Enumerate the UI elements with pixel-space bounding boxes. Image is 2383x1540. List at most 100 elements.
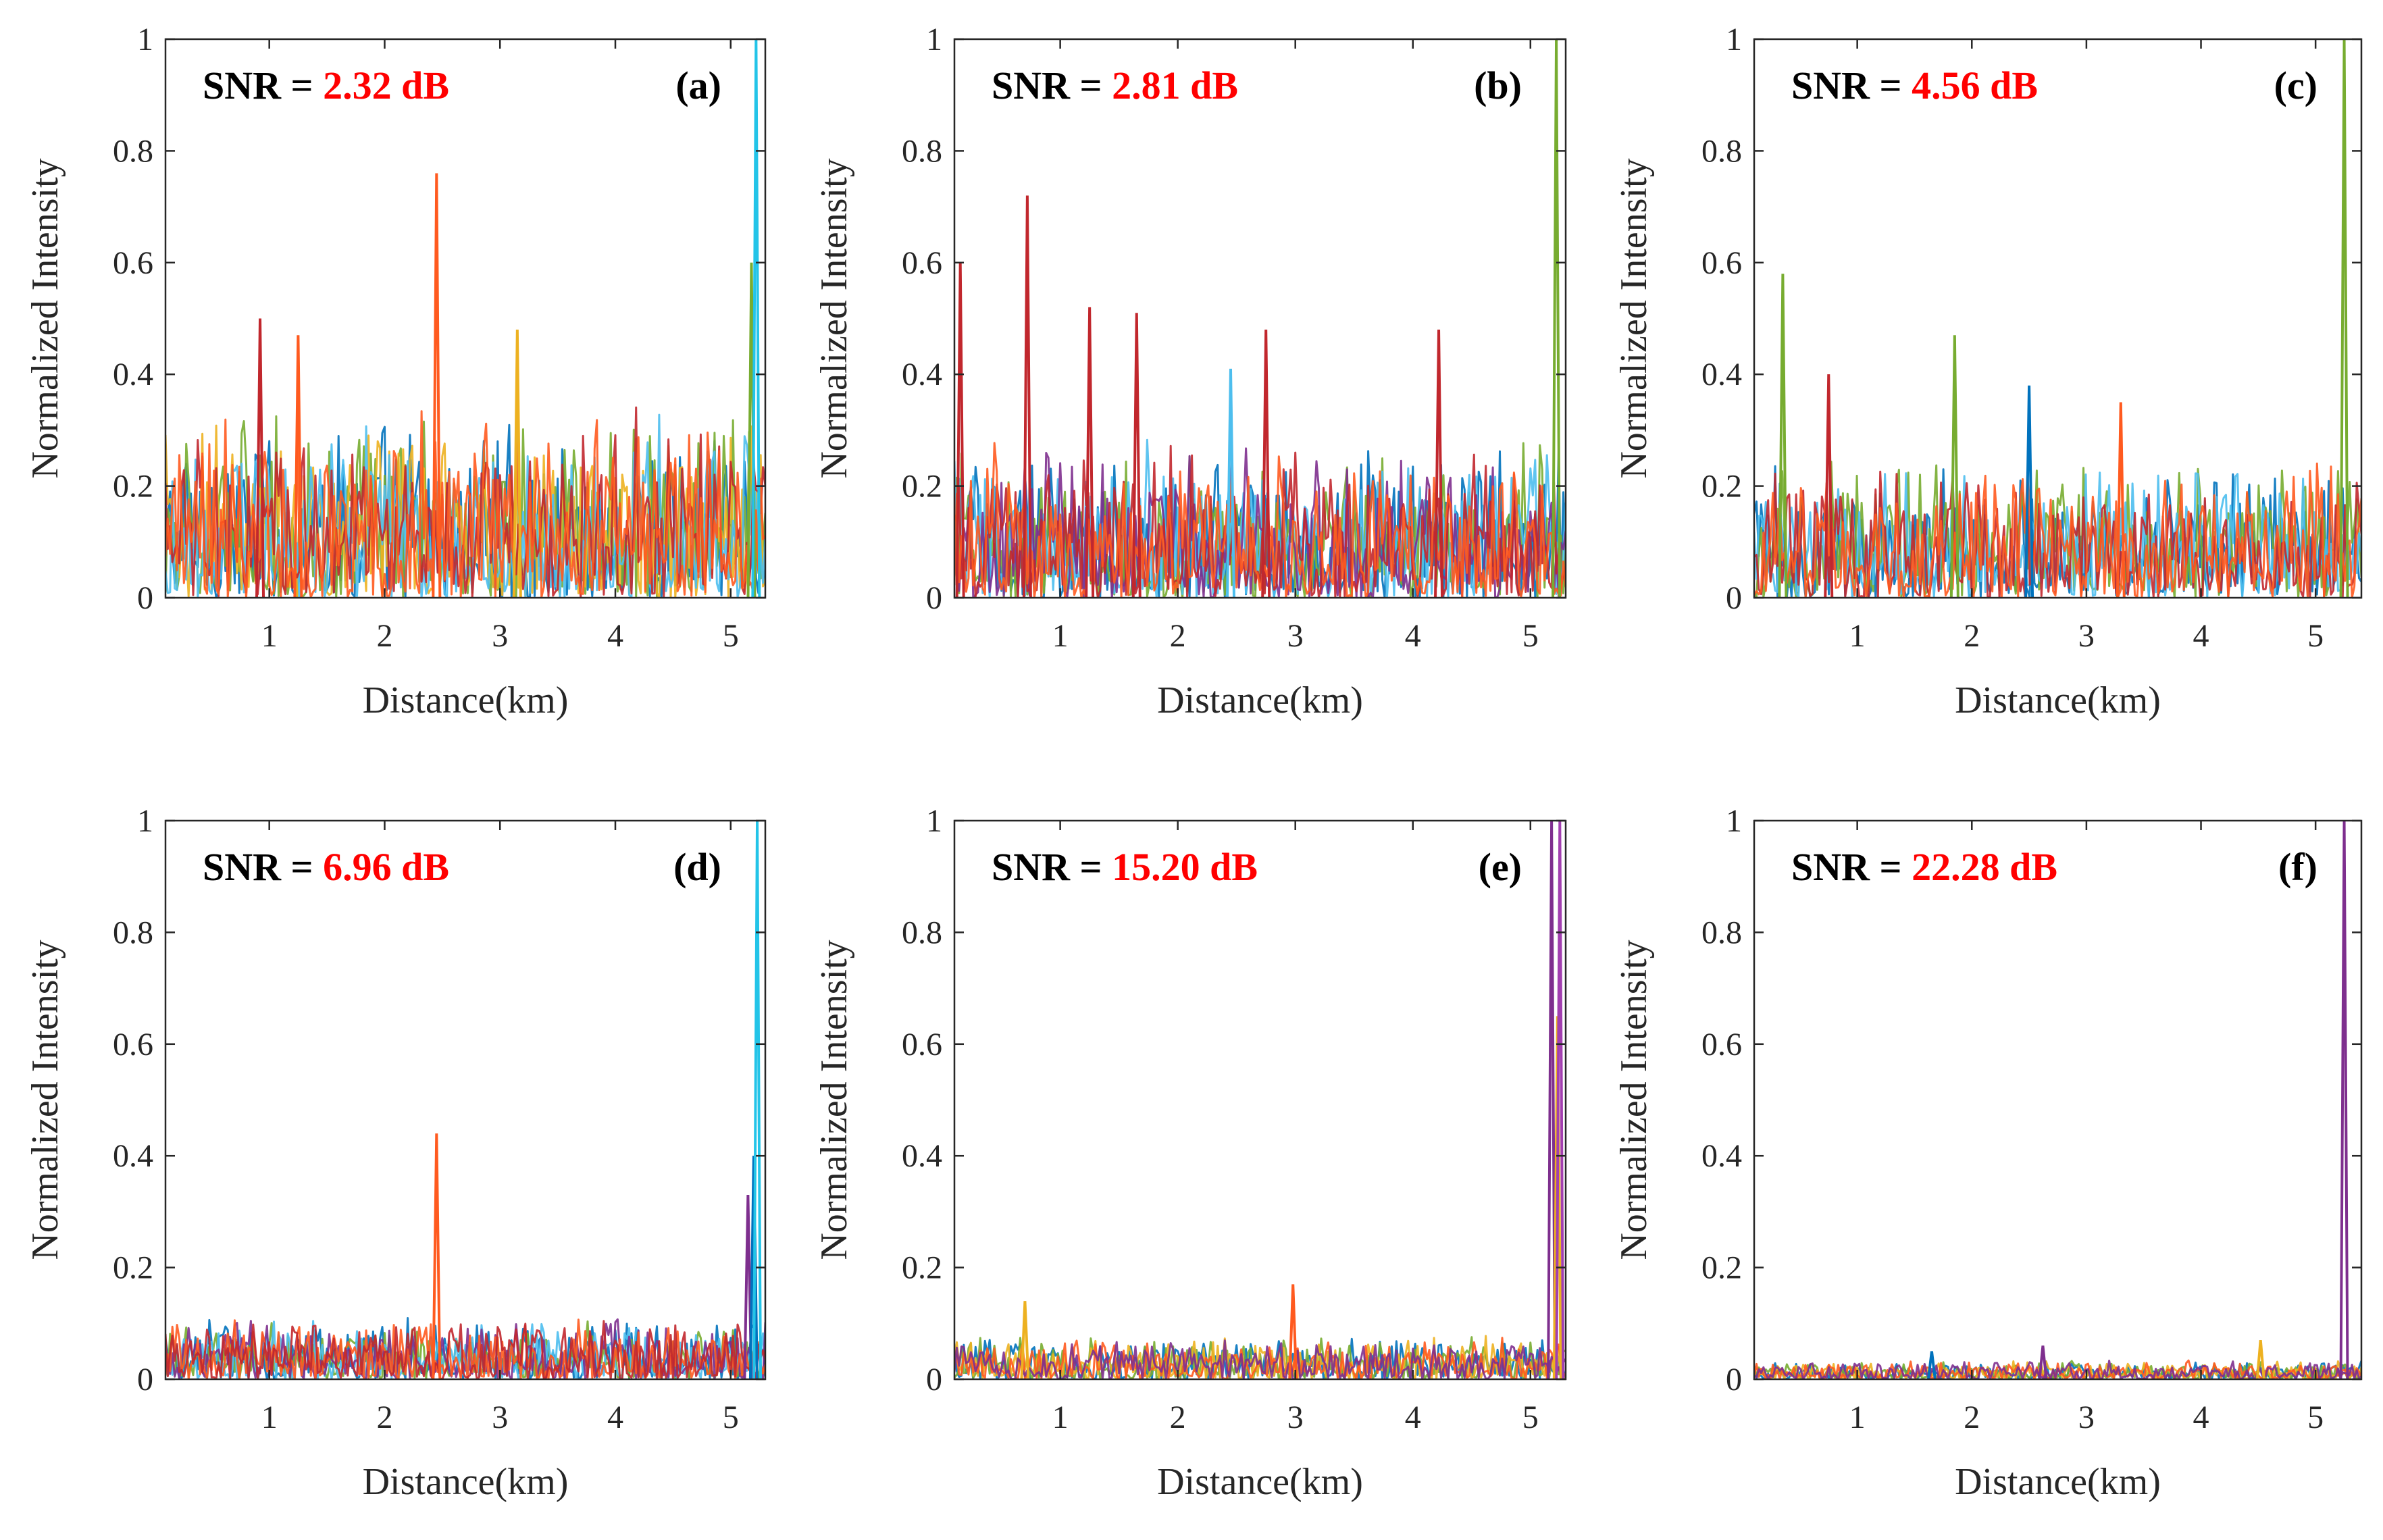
- snr-prefix: SNR =: [992, 845, 1112, 889]
- x-tick-label: 1: [1052, 1400, 1069, 1435]
- y-axis-label: Normalized Intensity: [1613, 158, 1655, 478]
- y-tick-label: 0: [137, 1362, 153, 1397]
- y-tick-label: 1: [1726, 22, 1742, 57]
- snr-prefix: SNR =: [203, 63, 323, 107]
- spike-3: [748, 1156, 759, 1379]
- x-axis-label: Distance(km): [1157, 679, 1363, 721]
- spike-6: [1261, 330, 1271, 598]
- spike-7: [1434, 330, 1444, 598]
- panel-letter: (c): [2274, 63, 2317, 107]
- plot-area: [954, 821, 1566, 1379]
- x-tick-label: 4: [2193, 1400, 2209, 1435]
- snr-prefix: SNR =: [203, 845, 323, 889]
- spike-6: [2339, 39, 2349, 598]
- series-line-trace-6: [165, 1320, 765, 1379]
- y-tick-label: 0.8: [902, 915, 942, 950]
- x-tick-label: 2: [1964, 1400, 1980, 1435]
- spike-1: [255, 318, 265, 598]
- spike-2: [1824, 374, 1834, 598]
- spike-1: [1778, 274, 1788, 598]
- spike-4: [1131, 313, 1142, 598]
- y-tick-label: 0.4: [113, 357, 153, 392]
- x-tick-label: 1: [261, 618, 278, 654]
- y-tick-label: 0.4: [113, 1138, 153, 1174]
- spike-4: [752, 821, 763, 1379]
- plot-area: [165, 39, 765, 598]
- panel-e: 0 0.2 0.4 0.6 0.8 1 1 2 3 4 5 Distance(km) Normalize…: [813, 803, 1567, 1503]
- panel-letter: (f): [2278, 845, 2317, 889]
- spike-2: [1288, 1284, 1298, 1379]
- snr-prefix: SNR =: [1791, 63, 1912, 107]
- series-line-trace-2: [1754, 461, 2361, 598]
- snr-annotation: SNR = 22.28 dB: [1791, 845, 2057, 889]
- snr-annotation: SNR = 2.81 dB: [992, 63, 1238, 107]
- axes-box: [953, 819, 1567, 1381]
- y-tick-label: 0.2: [1701, 469, 1742, 505]
- y-tick-label: 0.8: [113, 915, 153, 950]
- snr-value: 2.81 dB: [1112, 63, 1238, 107]
- series-line-trace-6: [954, 442, 1566, 598]
- y-tick-label: 0.6: [1701, 245, 1742, 281]
- series-line-trace-5: [165, 406, 765, 598]
- spike-3: [1547, 821, 1557, 1379]
- y-tick-label: 0.4: [1701, 1138, 1742, 1174]
- x-tick-label: 1: [1052, 618, 1069, 654]
- plot-area: [1754, 821, 2361, 1379]
- x-axis-label: Distance(km): [1157, 1461, 1363, 1503]
- x-tick-label: 1: [1849, 618, 1866, 654]
- spike-1: [1926, 1351, 1937, 1379]
- plot-area: [954, 39, 1566, 598]
- y-tick-label: 0: [1726, 580, 1742, 616]
- y-tick-label: 1: [137, 803, 153, 839]
- y-tick-label: 0.2: [113, 1250, 153, 1286]
- series-line-trace-6: [165, 410, 765, 598]
- spike-5: [1225, 368, 1235, 598]
- spike-3: [2255, 1339, 2265, 1379]
- x-tick-label: 2: [1964, 618, 1980, 654]
- spike-6: [751, 39, 761, 598]
- snr-prefix: SNR =: [1791, 845, 1912, 889]
- y-tick-label: 1: [926, 22, 942, 57]
- panel-letter: (e): [1479, 845, 1522, 889]
- x-tick-label: 1: [261, 1400, 278, 1435]
- spike-3: [1949, 335, 1959, 598]
- y-tick-label: 0.2: [902, 1250, 942, 1286]
- x-tick-label: 3: [1287, 618, 1304, 654]
- spike-3: [432, 173, 442, 598]
- spike-5: [2116, 402, 2126, 598]
- x-tick-label: 2: [1170, 618, 1186, 654]
- x-tick-label: 3: [492, 618, 508, 654]
- x-tick-label: 3: [2078, 618, 2095, 654]
- series-line-trace-4: [1754, 1359, 2361, 1379]
- panel-letter: (a): [675, 63, 721, 107]
- plot-area: [165, 821, 765, 1379]
- spike-2: [1022, 195, 1032, 598]
- panel-letter: (b): [1474, 63, 1522, 107]
- x-tick-label: 3: [492, 1400, 508, 1435]
- snr-value: 4.56 dB: [1912, 63, 2038, 107]
- y-tick-label: 0.8: [902, 133, 942, 169]
- snr-annotation: SNR = 15.20 dB: [992, 845, 1258, 889]
- x-tick-label: 1: [1849, 1400, 1866, 1435]
- series-line-trace-5: [1754, 1360, 2361, 1379]
- snr-value: 6.96 dB: [323, 845, 449, 889]
- snr-annotation: SNR = 6.96 dB: [203, 845, 449, 889]
- y-tick-label: 0: [137, 580, 153, 616]
- x-tick-label: 2: [1170, 1400, 1186, 1435]
- y-axis-label: Normalized Intensity: [1613, 940, 1655, 1260]
- axes-box: [164, 38, 767, 599]
- spike-3: [1085, 307, 1095, 598]
- y-tick-label: 0.2: [902, 469, 942, 505]
- spike-8: [1552, 39, 1562, 598]
- snr-annotation: SNR = 2.32 dB: [203, 63, 449, 107]
- panel-c: 0 0.2 0.4 0.6 0.8 1 1 2 3 4 5 Distance(km) Normalize…: [1613, 22, 2363, 721]
- x-tick-label: 5: [1522, 1400, 1539, 1435]
- x-tick-label: 2: [376, 618, 392, 654]
- snr-value: 22.28 dB: [1912, 845, 2057, 889]
- y-axis-label: Normalized Intensity: [24, 158, 66, 478]
- spike-5: [1555, 821, 1565, 1379]
- panel-b: 0 0.2 0.4 0.6 0.8 1 1 2 3 4 5 Distance(km) Normalize…: [813, 22, 1567, 721]
- spike-4: [512, 330, 522, 598]
- y-tick-label: 0.6: [1701, 1027, 1742, 1062]
- y-tick-label: 0.6: [113, 1027, 153, 1062]
